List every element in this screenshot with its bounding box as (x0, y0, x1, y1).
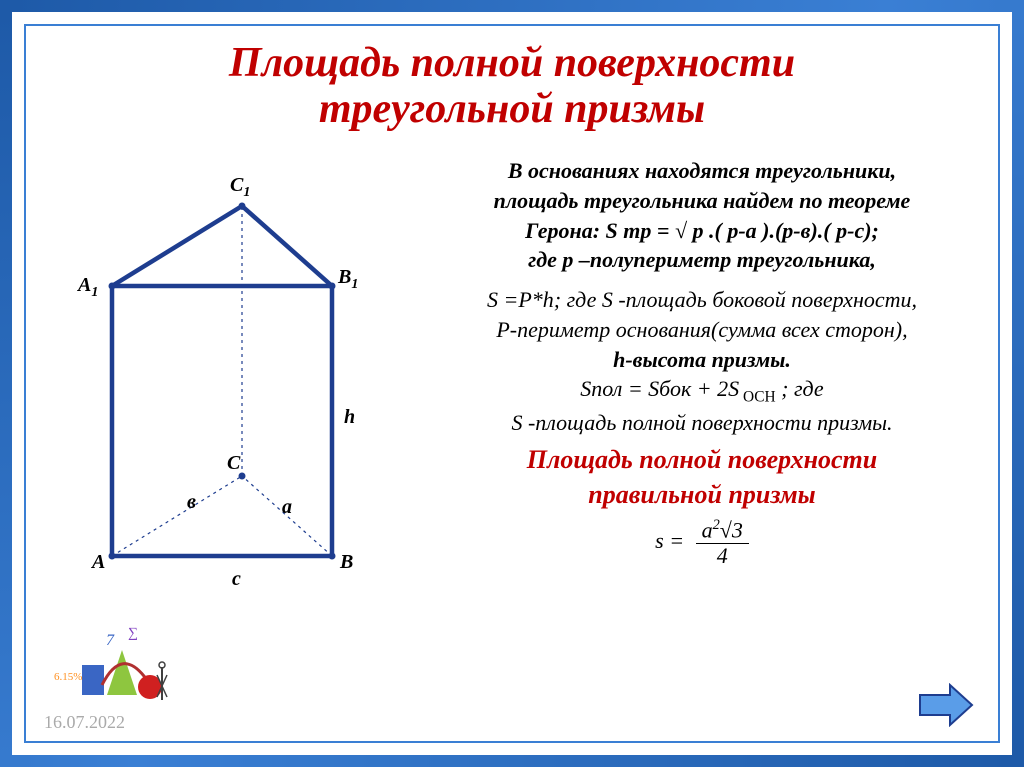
label-a: а (282, 496, 292, 519)
p4: где р –полупериметр треугольника, (412, 245, 992, 275)
title-line-1: Площадь полной поверхности (229, 40, 795, 86)
label-b: в (187, 491, 196, 514)
label-C1: С1 (230, 174, 250, 201)
label-A: А (92, 551, 105, 574)
prism-diagram: А В С А1 В1 С1 а в с h (32, 156, 412, 636)
label-A1: А1 (78, 274, 98, 301)
p3: Герона: S тр = √ p .( p-a ).(р-в).( p-c)… (412, 216, 992, 246)
title-line-2: треугольной призмы (319, 86, 705, 132)
clipart-math-icons: 6.15% 7 ∑ (52, 615, 182, 705)
p8: Sпол = Sбок + 2S ОСН ; где (412, 374, 992, 408)
p5: S =P*h; где S -площадь боковой поверхнос… (412, 285, 992, 315)
text-content: В основаниях находятся треугольники, пло… (412, 156, 992, 636)
p2: площадь треугольника найдем по теореме (412, 186, 992, 216)
label-h: h (344, 406, 355, 429)
label-C: С (227, 452, 240, 475)
red2: правильной призмы (412, 477, 992, 512)
formula: s = a2√3 4 (412, 518, 992, 568)
p9: S -площадь полной поверхности призмы. (412, 408, 992, 438)
red1: Площадь полной поверхности (412, 442, 992, 477)
label-B1: В1 (338, 266, 358, 293)
p7: h-высота призмы. (412, 345, 992, 375)
next-arrow-button[interactable] (916, 683, 976, 727)
label-B: В (340, 551, 353, 574)
label-c: с (232, 568, 241, 591)
svg-text:6.15%: 6.15% (54, 671, 82, 683)
p1: В основаниях находятся треугольники, (412, 156, 992, 186)
svg-text:7: 7 (106, 632, 115, 649)
svg-text:∑: ∑ (128, 626, 138, 641)
date-text: 16.07.2022 (44, 712, 125, 733)
p6: P-периметр основания(сумма всех сторон), (412, 315, 992, 345)
